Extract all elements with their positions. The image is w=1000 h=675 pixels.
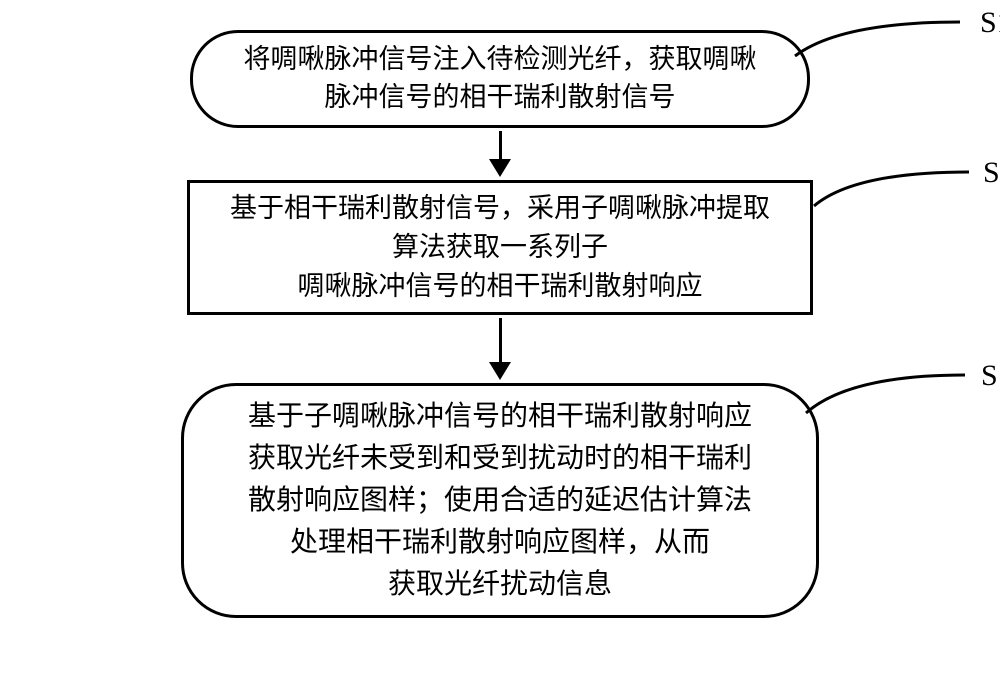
step-3-wrapper: 基于子啁啾脉冲信号的相干瑞利散射响应 获取光纤未受到和受到扰动时的相干瑞利 散射… [181, 383, 819, 618]
arrow-1 [489, 131, 511, 177]
arrow-2 [489, 318, 511, 380]
callout-3 [801, 367, 973, 421]
arrow-1-head [489, 159, 511, 177]
step-3-text-line-2: 获取光纤未受到和受到扰动时的相干瑞利 [248, 438, 752, 480]
step-3-text-line-3: 散射响应图样；使用合适的延迟估计算法 [248, 480, 752, 522]
step-2-text-line-1: 基于相干瑞利散射信号，采用子啁啾脉冲提取 [230, 189, 770, 228]
step-2-wrapper: 基于相干瑞利散射信号，采用子啁啾脉冲提取 算法获取一系列子 啁啾脉冲信号的相干瑞… [187, 180, 813, 315]
label-s103: S103 [981, 359, 1000, 393]
arrow-2-head [489, 362, 511, 380]
step-3-text-line-4: 处理相干瑞利散射响应图样，从而 [290, 522, 710, 564]
arrow-1-line [499, 131, 502, 161]
step-1-box: 将啁啾脉冲信号注入待检测光纤，获取啁啾 脉冲信号的相干瑞利散射信号 [190, 30, 810, 128]
step-2-text-line-2: 算法获取一系列子 [392, 228, 608, 267]
step-3-text-line-5: 获取光纤扰动信息 [388, 564, 612, 606]
label-s101: S101 [980, 6, 1000, 40]
flowchart-container: 将啁啾脉冲信号注入待检测光纤，获取啁啾 脉冲信号的相干瑞利散射信号 S101 基… [0, 30, 1000, 618]
step-1-wrapper: 将啁啾脉冲信号注入待检测光纤，获取啁啾 脉冲信号的相干瑞利散射信号 S101 [190, 30, 810, 128]
callout-2 [809, 164, 977, 214]
step-1-text-line-2: 脉冲信号的相干瑞利散射信号 [325, 79, 676, 117]
step-2-text-line-3: 啁啾脉冲信号的相干瑞利散射响应 [298, 267, 703, 306]
label-s102: S102 [983, 156, 1000, 190]
arrow-2-line [499, 318, 502, 364]
step-3-box: 基于子啁啾脉冲信号的相干瑞利散射响应 获取光纤未受到和受到扰动时的相干瑞利 散射… [181, 383, 819, 618]
step-2-box: 基于相干瑞利散射信号，采用子啁啾脉冲提取 算法获取一系列子 啁啾脉冲信号的相干瑞… [187, 180, 813, 315]
callout-1 [790, 14, 970, 64]
step-3-text-line-1: 基于子啁啾脉冲信号的相干瑞利散射响应 [248, 396, 752, 438]
step-1-text-line-1: 将啁啾脉冲信号注入待检测光纤，获取啁啾 [244, 41, 757, 79]
